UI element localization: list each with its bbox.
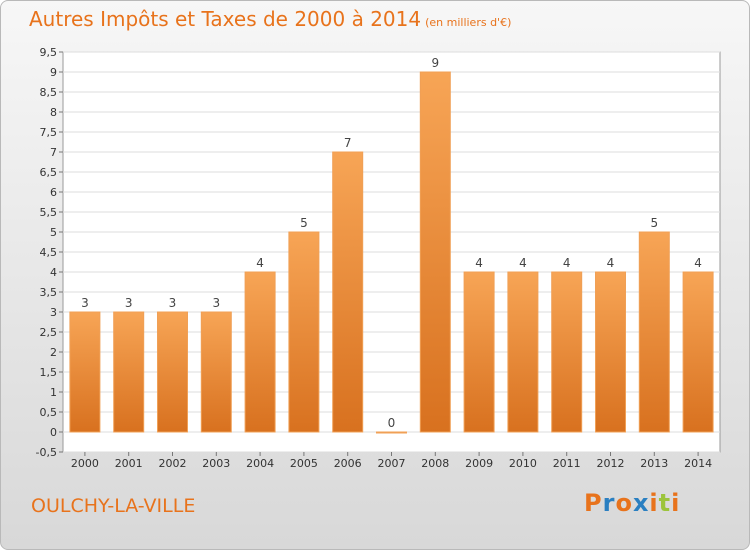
data-label: 4 [694, 256, 702, 270]
logo-letter: P [584, 489, 603, 517]
bar [332, 151, 364, 433]
chart-title-text: Autres Impôts et Taxes de 2000 à 2014 [29, 7, 422, 31]
x-tick-label: 2002 [159, 457, 187, 470]
bar [376, 431, 407, 434]
bar [69, 311, 101, 433]
y-tick-label: 9 [50, 66, 57, 79]
bar [157, 311, 188, 433]
y-tick-label: 3 [50, 306, 57, 319]
x-tick-label: 2005 [290, 457, 318, 470]
y-tick-label: 4 [50, 266, 57, 279]
bar [463, 271, 495, 433]
y-tick-label: 5,5 [40, 206, 58, 219]
y-tick-label: 9,5 [40, 46, 58, 59]
y-tick-label: 6 [50, 186, 57, 199]
logo-letter: i [671, 489, 681, 517]
bar [288, 231, 320, 433]
data-label: 4 [475, 256, 483, 270]
data-label: 5 [300, 216, 308, 230]
x-tick-label: 2008 [421, 457, 449, 470]
x-tick-label: 2011 [553, 457, 581, 470]
bar [244, 271, 276, 433]
proxiti-logo: Proxiti [584, 489, 680, 517]
data-label: 3 [81, 296, 89, 310]
x-tick-label: 2007 [378, 457, 406, 470]
y-tick-label: 7 [50, 146, 57, 159]
x-tick-label: 2013 [640, 457, 668, 470]
bar [113, 311, 145, 433]
data-label: 4 [256, 256, 264, 270]
bar [638, 231, 670, 433]
place-name: OULCHY-LA-VILLE [31, 495, 196, 517]
logo-letter: t [658, 489, 672, 517]
y-tick-label: 5 [50, 226, 57, 239]
data-label: 3 [212, 296, 220, 310]
x-tick-label: 2012 [597, 457, 625, 470]
data-label: 0 [388, 416, 396, 430]
x-tick-label: 2006 [334, 457, 362, 470]
logo-letter: r [602, 489, 616, 517]
bar [200, 311, 232, 433]
data-label: 3 [125, 296, 133, 310]
data-label: 4 [607, 256, 615, 270]
data-label: 4 [519, 256, 527, 270]
y-tick-label: 1 [50, 386, 57, 399]
y-tick-label: 0,5 [40, 406, 58, 419]
x-tick-label: 2004 [246, 457, 274, 470]
y-tick-label: 4,5 [40, 246, 58, 259]
logo-letter: i [649, 489, 659, 517]
chart-title: Autres Impôts et Taxes de 2000 à 2014 (en… [29, 7, 511, 31]
x-tick-label: 2010 [509, 457, 537, 470]
x-tick-label: 2003 [202, 457, 230, 470]
x-tick-label: 2001 [115, 457, 143, 470]
data-label: 7 [344, 136, 352, 150]
y-tick-label: 0 [50, 426, 57, 439]
data-label: 4 [563, 256, 571, 270]
y-tick-label: 2 [50, 346, 57, 359]
y-tick-label: 8 [50, 106, 57, 119]
bar [551, 271, 583, 433]
bar [682, 271, 714, 433]
chart-subtitle: (en milliers d'€) [425, 16, 512, 29]
bar [419, 71, 451, 433]
y-tick-label: 2,5 [40, 326, 58, 339]
y-tick-label: 6,5 [40, 166, 58, 179]
y-tick-label: 7,5 [40, 126, 58, 139]
y-tick-label: 1,5 [40, 366, 58, 379]
y-tick-label: 3,5 [40, 286, 58, 299]
data-label: 5 [650, 216, 658, 230]
x-tick-label: 2014 [684, 457, 712, 470]
y-tick-label: 8,5 [40, 86, 58, 99]
x-tick-label: 2000 [71, 457, 99, 470]
data-label: 9 [431, 56, 439, 70]
x-tick-label: 2009 [465, 457, 493, 470]
y-tick-label: -0,5 [36, 446, 57, 459]
logo-letter: o [615, 489, 633, 517]
bar [595, 271, 626, 433]
bar [507, 271, 539, 433]
data-label: 3 [169, 296, 177, 310]
logo-letter: x [632, 489, 650, 517]
